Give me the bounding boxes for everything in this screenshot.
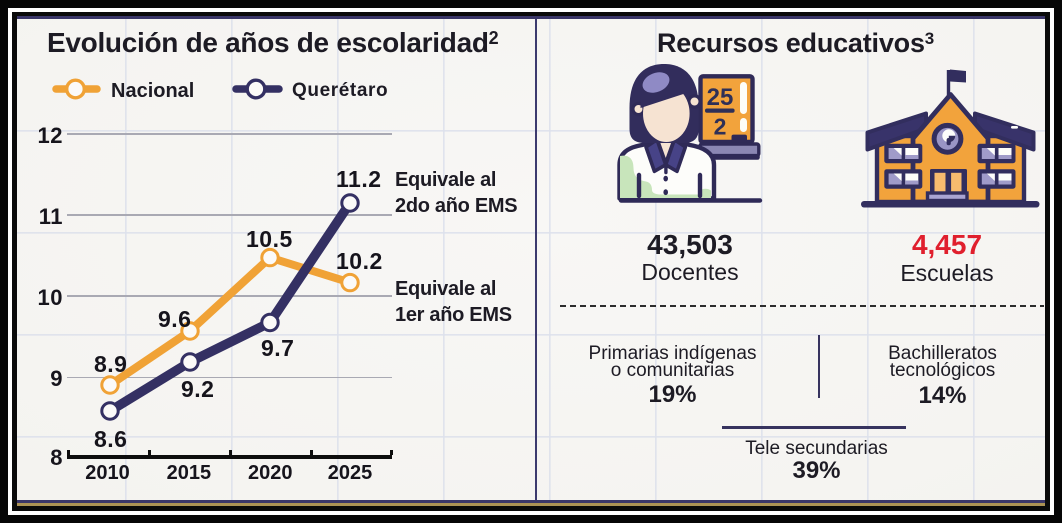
- svg-text:25: 25: [707, 84, 734, 111]
- svg-text:2: 2: [714, 114, 727, 140]
